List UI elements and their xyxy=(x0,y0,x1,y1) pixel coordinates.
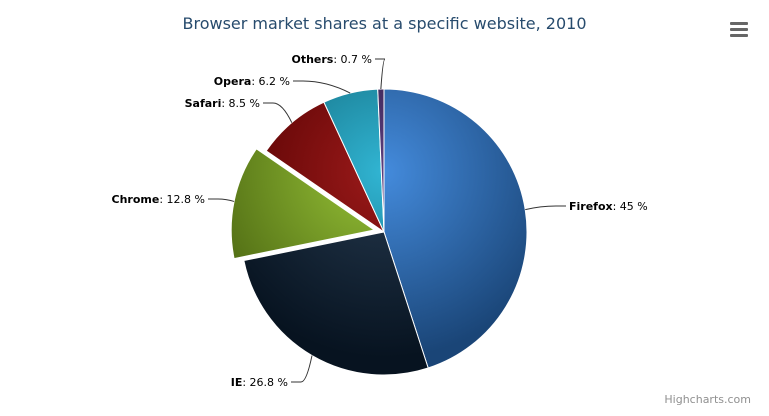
data-label-firefox: Firefox: 45 % xyxy=(569,200,648,213)
data-label-others: Others: 0.7 % xyxy=(291,53,372,66)
connector-opera xyxy=(293,80,351,94)
connector-others xyxy=(375,58,386,90)
connector-firefox xyxy=(525,205,566,211)
data-label-chrome: Chrome: 12.8 % xyxy=(112,193,205,206)
pie-slice-firefox[interactable] xyxy=(383,88,528,369)
connector-chrome xyxy=(208,198,235,202)
data-label-ie: IE: 26.8 % xyxy=(231,376,288,389)
data-label-safari: Safari: 8.5 % xyxy=(185,97,260,110)
pie-slice-ie[interactable] xyxy=(243,231,429,376)
credits-link[interactable]: Highcharts.com xyxy=(664,393,751,406)
connector-ie xyxy=(291,355,313,383)
hamburger-menu-icon[interactable] xyxy=(730,22,748,38)
connector-safari xyxy=(263,102,293,123)
chart-title: Browser market shares at a specific webs… xyxy=(182,14,587,33)
data-label-opera: Opera: 6.2 % xyxy=(214,75,290,88)
